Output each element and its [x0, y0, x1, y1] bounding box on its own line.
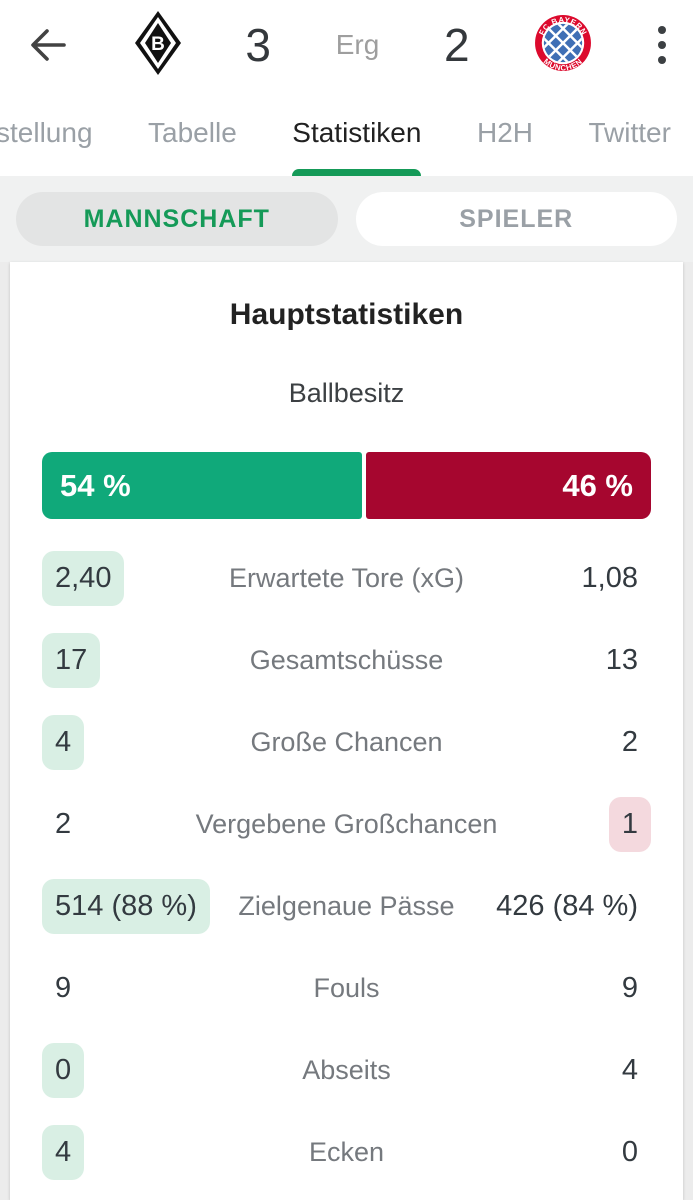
statistics-card: Hauptstatistiken Ballbesitz 54 % 46 % 2,… [10, 262, 683, 1200]
away-team-logo-icon[interactable]: FC BAYERN MÜNCHEN [534, 14, 592, 77]
mannschaft-toggle-button[interactable]: MANNSCHAFT [16, 192, 338, 246]
stat-home-value: 514 (88 %) [42, 878, 210, 934]
stat-home-value: 0 [42, 1042, 85, 1098]
stat-label: Fouls [313, 972, 380, 1003]
section-title: Hauptstatistiken [229, 298, 464, 331]
stat-row-chancen: 4 Große Chancen 2 [42, 701, 651, 783]
stat-home-value: 17 [42, 632, 101, 688]
tab-twitter[interactable]: Twitter [588, 117, 671, 148]
stat-label: Zielgenaue Pässe [238, 890, 455, 921]
stat-row-ecken: 4 Ecken 0 [42, 1111, 651, 1193]
possession-home-segment: 54 % [42, 452, 362, 519]
match-header: B 3 Erg 2 FC BAYERN MÜNCHEN [0, 0, 693, 90]
stat-home-value: 4 [42, 1124, 85, 1180]
team-player-toggle: MANNSCHAFT SPIELER [0, 176, 693, 262]
stat-label: Ecken [308, 1136, 385, 1167]
overflow-menu-button[interactable] [657, 25, 667, 65]
stat-row-vergebene: 2 Vergebene Großchancen 1 [42, 783, 651, 865]
tab-bar: stellung Tabelle Statistiken H2H Twitter [0, 90, 693, 176]
stat-row-xg: 2,40 Erwartete Tore (xG) 1,08 [42, 537, 651, 619]
tab-statistiken[interactable]: Statistiken [292, 90, 422, 176]
stat-row-abseits: 0 Abseits 4 [42, 1029, 651, 1111]
stat-away-value: 2 [621, 725, 638, 758]
stat-home-value: 4 [42, 714, 85, 770]
possession-home-value: 54 % [60, 467, 131, 503]
svg-text:B: B [151, 34, 165, 55]
back-button[interactable] [26, 23, 70, 67]
stat-label: Abseits [302, 1054, 391, 1085]
away-score: 2 [443, 19, 470, 71]
possession-label: Ballbesitz [288, 378, 405, 408]
possession-bar: 54 % 46 % [42, 452, 651, 519]
stat-away-value: 1,08 [581, 561, 638, 594]
tab-h2h[interactable]: H2H [476, 117, 533, 148]
stat-away-value: 1 [608, 796, 651, 852]
possession-away-value: 46 % [562, 467, 633, 503]
home-team-logo-icon[interactable]: B [134, 10, 181, 80]
stat-away-value: 13 [605, 643, 638, 676]
stat-away-value: 9 [621, 971, 638, 1004]
stat-row-schuesse: 17 Gesamtschüsse 13 [42, 619, 651, 701]
stat-home-value: 2 [55, 807, 72, 840]
stat-label: Erwartete Tore (xG) [228, 562, 465, 593]
stat-label: Große Chancen [250, 726, 443, 757]
home-score: 3 [245, 19, 271, 71]
back-arrow-icon [26, 23, 70, 67]
kebab-menu-icon [657, 25, 667, 65]
stat-label: Gesamtschüsse [249, 644, 444, 675]
match-status-label: Erg [335, 29, 380, 60]
tab-tabelle[interactable]: Tabelle [148, 117, 237, 148]
stat-rows: 2,40 Erwartete Tore (xG) 1,08 17 Gesamts… [10, 537, 683, 1193]
stat-label: Vergebene Großchancen [195, 808, 498, 839]
stat-away-value: 0 [621, 1135, 638, 1168]
possession-away-segment: 46 % [365, 452, 651, 519]
active-tab-indicator [292, 169, 422, 176]
stat-home-value: 2,40 [42, 550, 125, 606]
stat-row-fouls: 9 Fouls 9 [42, 947, 651, 1029]
stat-row-paesse: 514 (88 %) Zielgenaue Pässe 426 (84 %) [42, 865, 651, 947]
stat-home-value: 9 [55, 971, 72, 1004]
tab-aufstellung[interactable]: stellung [0, 117, 93, 148]
spieler-toggle-button[interactable]: SPIELER [355, 192, 677, 246]
stat-away-value: 4 [621, 1053, 638, 1086]
stat-away-value: 426 (84 %) [496, 889, 638, 922]
